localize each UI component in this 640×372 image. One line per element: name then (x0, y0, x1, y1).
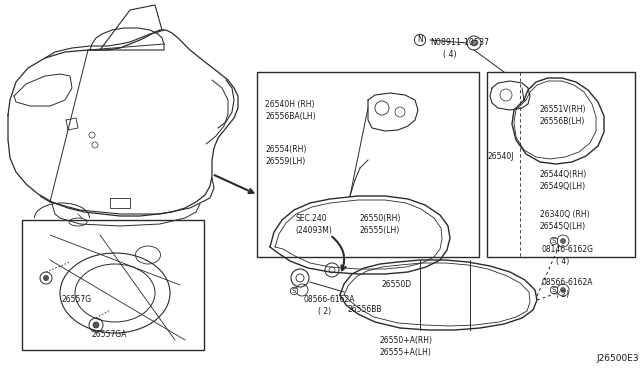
Text: J26500E3: J26500E3 (596, 354, 639, 363)
Text: 26540H (RH): 26540H (RH) (265, 100, 314, 109)
Text: 26544Q(RH): 26544Q(RH) (540, 170, 588, 179)
Text: 26555(LH): 26555(LH) (360, 226, 400, 235)
Text: 26557G: 26557G (62, 295, 92, 304)
FancyArrowPatch shape (332, 237, 346, 270)
Text: 26556BB: 26556BB (347, 305, 381, 314)
Bar (257, 72, 479, 257)
Text: 26556B(LH): 26556B(LH) (540, 117, 586, 126)
Text: 26550(RH): 26550(RH) (360, 214, 401, 223)
Text: 26554(RH): 26554(RH) (265, 145, 307, 154)
Text: ( 2): ( 2) (556, 290, 569, 299)
Text: 26540J: 26540J (488, 152, 515, 161)
Text: 26549Q(LH): 26549Q(LH) (540, 182, 586, 191)
Text: ( 2): ( 2) (318, 307, 331, 316)
Text: 08146-6162G: 08146-6162G (542, 245, 594, 254)
Text: N08911-10537: N08911-10537 (430, 38, 489, 47)
Text: 26550+A(RH): 26550+A(RH) (380, 336, 433, 345)
Text: S: S (552, 238, 556, 244)
Text: N: N (417, 35, 423, 45)
Text: (24093M): (24093M) (295, 226, 332, 235)
Text: 26551V(RH): 26551V(RH) (540, 105, 586, 114)
Bar (22, 220, 204, 350)
Text: S: S (292, 288, 296, 292)
Text: 08566-6162A: 08566-6162A (542, 278, 593, 287)
Text: 26340Q (RH): 26340Q (RH) (540, 210, 589, 219)
Text: SEC.240: SEC.240 (296, 214, 328, 223)
Text: S: S (553, 288, 557, 292)
Text: 26550D: 26550D (382, 280, 412, 289)
Circle shape (93, 322, 99, 328)
Text: S: S (292, 288, 296, 294)
Text: 26556BA(LH): 26556BA(LH) (265, 112, 316, 121)
Text: 26555+A(LH): 26555+A(LH) (380, 348, 432, 357)
Text: 26557GA: 26557GA (92, 330, 127, 339)
Circle shape (561, 238, 566, 244)
Text: S: S (552, 287, 556, 293)
Circle shape (561, 288, 566, 292)
Text: 26559(LH): 26559(LH) (265, 157, 305, 166)
Text: 08566-6162A: 08566-6162A (304, 295, 355, 304)
Text: 26545Q(LH): 26545Q(LH) (540, 222, 586, 231)
Text: ( 4): ( 4) (556, 257, 569, 266)
Circle shape (471, 40, 477, 46)
Text: S: S (553, 238, 557, 244)
Text: ( 4): ( 4) (443, 50, 456, 59)
Bar (487, 72, 635, 257)
Circle shape (44, 276, 49, 280)
